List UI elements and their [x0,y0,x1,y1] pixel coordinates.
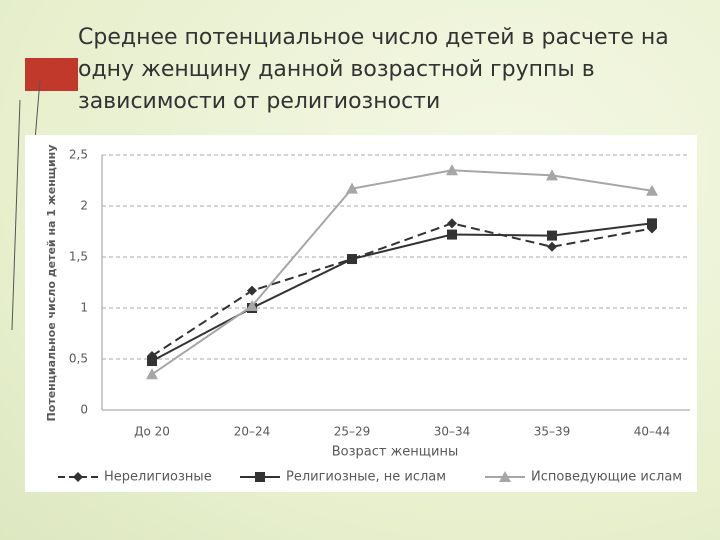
marker [247,285,257,296]
x-tick-label: 20–24 [234,425,271,439]
marker [547,230,557,241]
x-axis-label: Возраст женщины [332,445,459,460]
y-tick-label: 2,5 [69,148,88,162]
series-line [151,169,653,376]
x-tick-label: 40–44 [634,425,671,439]
y-tick-label: 0,5 [69,352,88,366]
x-tick-label: 25–29 [334,425,371,439]
marker [347,254,357,265]
legend-label: Нерелигиозные [104,470,212,485]
y-tick-label: 0 [80,403,88,417]
y-axis-label: Потенциальное число детей на 1 женщину [45,145,58,422]
marker [246,299,258,311]
y-tick-label: 1 [80,301,88,315]
accent-bar [25,58,78,91]
x-tick-label: До 20 [134,425,170,439]
decoration [11,99,21,331]
marker [147,356,157,367]
legend-label: Религиозные, не ислам [286,470,446,485]
marker [346,182,358,194]
marker [447,229,457,240]
marker [446,164,458,176]
x-tick-label: 35–39 [534,425,571,439]
marker [647,218,657,229]
marker [547,241,557,252]
slide-title: Среднее потенциальное число детей в расч… [78,25,669,114]
marker [447,218,457,229]
marker [546,169,558,181]
legend-marker [499,471,511,482]
marker [646,184,658,196]
legend-label: Исповедующие ислам [531,470,682,485]
y-tick-label: 2 [80,199,88,213]
marker [146,368,158,380]
series-line [151,222,653,357]
legend-marker [255,472,265,482]
chart-background [25,135,697,492]
x-tick-label: 30–34 [434,425,471,439]
y-tick-label: 1,5 [69,250,88,264]
legend-marker [73,472,83,482]
